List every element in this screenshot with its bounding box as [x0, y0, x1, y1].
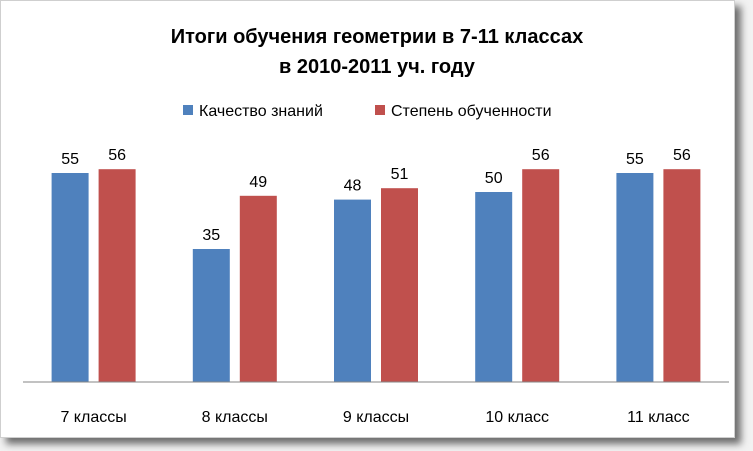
- category-label-3: 10 класс: [485, 409, 549, 426]
- bar-chart: Итоги обучения геометрии в 7-11 классах …: [23, 26, 729, 426]
- bar-series-0-cat-1: [192, 249, 230, 382]
- data-label-series-1-cat-1: 49: [249, 174, 267, 191]
- legend: Качество знаний Степень обученности: [183, 103, 552, 120]
- category-labels-group: 7 классы 8 классы 9 классы 10 класс 11 класс: [60, 409, 689, 426]
- bar-series-1-cat-2: [381, 188, 418, 382]
- data-label-series-0-cat-4: 55: [626, 151, 644, 168]
- bar-series-0-cat-3: [475, 192, 513, 382]
- bars-group: [51, 169, 701, 382]
- data-label-series-0-cat-1: 35: [202, 227, 220, 244]
- chart-subtitle: в 2010-2011 уч. году: [279, 56, 476, 78]
- bar-series-0-cat-4: [616, 173, 654, 382]
- data-label-series-1-cat-3: 56: [532, 147, 550, 164]
- category-label-1: 8 классы: [202, 409, 268, 426]
- chart-title: Итоги обучения геометрии в 7-11 классах: [171, 26, 583, 48]
- category-label-4: 11 класс: [627, 409, 689, 426]
- data-label-series-1-cat-2: 51: [391, 166, 409, 183]
- chart-frame: Итоги обучения геометрии в 7-11 классах …: [0, 0, 735, 438]
- data-labels-group: 55 56 35 49 48 51 50 56 55 56: [61, 147, 691, 244]
- bar-series-0-cat-0: [51, 173, 89, 382]
- data-label-series-1-cat-0: 56: [108, 147, 126, 164]
- data-label-series-0-cat-3: 50: [485, 170, 503, 187]
- data-label-series-0-cat-2: 48: [344, 178, 362, 195]
- legend-swatch-series-0: [183, 105, 193, 115]
- data-label-series-0-cat-0: 55: [61, 151, 79, 168]
- category-label-2: 9 классы: [343, 409, 409, 426]
- bar-series-1-cat-4: [663, 169, 701, 382]
- bar-series-1-cat-1: [239, 195, 277, 382]
- bar-series-0-cat-2: [334, 199, 371, 382]
- legend-label-series-1: Степень обученности: [391, 103, 552, 120]
- legend-label-series-0: Качество знаний: [199, 103, 323, 120]
- category-label-0: 7 классы: [60, 409, 126, 426]
- bar-series-1-cat-0: [98, 169, 136, 382]
- data-label-series-1-cat-4: 56: [673, 147, 691, 164]
- legend-swatch-series-1: [375, 105, 385, 115]
- bar-series-1-cat-3: [522, 169, 560, 382]
